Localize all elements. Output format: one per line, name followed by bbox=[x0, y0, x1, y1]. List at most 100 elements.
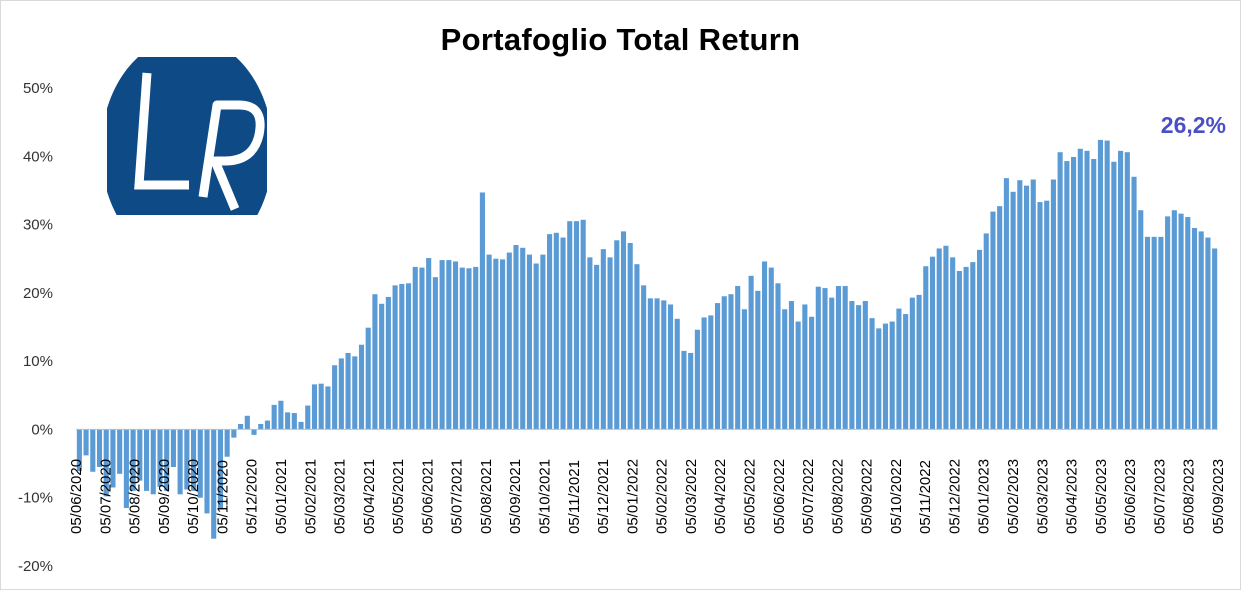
bar bbox=[809, 316, 815, 430]
bar bbox=[526, 254, 532, 430]
bar bbox=[533, 263, 539, 430]
x-tick-label: 05/07/2021 bbox=[449, 459, 466, 534]
bar bbox=[379, 303, 385, 430]
bar bbox=[701, 317, 707, 430]
bar bbox=[560, 237, 566, 430]
bar bbox=[298, 421, 304, 430]
bar bbox=[217, 429, 223, 510]
bar bbox=[540, 254, 546, 430]
bar bbox=[1010, 191, 1016, 430]
x-tick-label: 05/03/2021 bbox=[332, 459, 349, 534]
x-tick-label: 05/01/2021 bbox=[273, 459, 290, 534]
bar bbox=[567, 221, 573, 430]
x-tick-label: 05/02/2022 bbox=[654, 459, 671, 534]
bar bbox=[849, 301, 855, 430]
bar bbox=[1097, 139, 1103, 430]
bar bbox=[587, 257, 593, 430]
bar bbox=[654, 298, 660, 430]
y-tick-label: 10% bbox=[23, 353, 53, 370]
bar bbox=[332, 365, 338, 430]
bar bbox=[318, 383, 324, 430]
bar bbox=[130, 429, 136, 491]
x-tick-label: 05/09/2020 bbox=[156, 459, 173, 534]
x-tick-label: 05/06/2022 bbox=[771, 459, 788, 534]
bar bbox=[614, 240, 620, 430]
bar bbox=[392, 285, 398, 430]
bar bbox=[1003, 178, 1009, 430]
x-tick-label: 05/07/2023 bbox=[1151, 459, 1168, 534]
bar bbox=[916, 294, 922, 430]
bar bbox=[600, 249, 606, 430]
x-tick-label: 05/05/2023 bbox=[1093, 459, 1110, 534]
bar bbox=[1077, 148, 1083, 430]
bar bbox=[452, 261, 459, 430]
bar bbox=[1124, 152, 1130, 430]
bar bbox=[1165, 216, 1171, 430]
bar bbox=[775, 283, 781, 430]
bar bbox=[191, 429, 197, 491]
bar bbox=[929, 256, 936, 430]
bar bbox=[520, 247, 526, 430]
x-tick-label: 05/04/2023 bbox=[1064, 459, 1081, 534]
bar bbox=[741, 309, 747, 430]
x-tick-label: 05/10/2021 bbox=[537, 459, 554, 534]
bar bbox=[1017, 180, 1023, 430]
bar bbox=[325, 386, 331, 430]
bar bbox=[426, 258, 432, 430]
bar bbox=[493, 258, 499, 430]
bar bbox=[869, 318, 875, 430]
bar bbox=[412, 266, 418, 430]
bar bbox=[627, 243, 633, 430]
bar bbox=[950, 257, 956, 430]
bar bbox=[506, 252, 512, 430]
x-tick-label: 05/12/2022 bbox=[947, 459, 964, 534]
bar bbox=[358, 344, 365, 430]
bar bbox=[889, 321, 895, 430]
bar bbox=[594, 264, 600, 430]
bar bbox=[513, 245, 519, 430]
bar bbox=[1057, 152, 1063, 430]
bar bbox=[1178, 213, 1184, 430]
bar bbox=[1191, 227, 1198, 430]
bar bbox=[231, 429, 237, 438]
bar bbox=[164, 429, 170, 491]
x-tick-label: 05/10/2022 bbox=[888, 459, 905, 534]
bar bbox=[1118, 150, 1124, 430]
bar bbox=[224, 429, 230, 457]
bar bbox=[661, 300, 667, 430]
bar bbox=[647, 298, 653, 430]
bar bbox=[714, 303, 721, 430]
bar bbox=[547, 234, 553, 430]
bar bbox=[459, 267, 465, 430]
bar bbox=[83, 429, 89, 456]
x-tick-label: 05/03/2023 bbox=[1034, 459, 1051, 534]
bar bbox=[1205, 237, 1211, 430]
x-tick-label: 05/09/2023 bbox=[1210, 459, 1227, 534]
bar bbox=[305, 405, 311, 430]
bar bbox=[721, 296, 727, 430]
bar bbox=[634, 264, 640, 430]
bar bbox=[1084, 150, 1090, 430]
x-tick-label: 05/02/2021 bbox=[302, 459, 319, 534]
x-tick-label: 05/08/2020 bbox=[127, 459, 144, 534]
y-tick-label: -10% bbox=[18, 490, 53, 507]
bar bbox=[1212, 248, 1218, 430]
x-tick-label: 05/09/2022 bbox=[859, 459, 876, 534]
y-tick-label: -20% bbox=[18, 558, 53, 575]
bar bbox=[150, 429, 156, 495]
bar bbox=[976, 249, 983, 430]
x-tick-label: 05/07/2022 bbox=[800, 459, 817, 534]
x-tick-label: 05/10/2020 bbox=[185, 459, 202, 534]
bar bbox=[815, 286, 821, 430]
bar bbox=[896, 308, 902, 430]
x-tick-label: 05/08/2021 bbox=[478, 459, 495, 534]
bar bbox=[170, 429, 176, 467]
bar bbox=[748, 275, 754, 430]
bar bbox=[956, 271, 962, 430]
bar bbox=[1104, 140, 1110, 430]
bar bbox=[1071, 156, 1077, 430]
bar bbox=[768, 267, 774, 430]
bar bbox=[728, 294, 734, 430]
x-tick-label: 05/06/2023 bbox=[1122, 459, 1139, 534]
